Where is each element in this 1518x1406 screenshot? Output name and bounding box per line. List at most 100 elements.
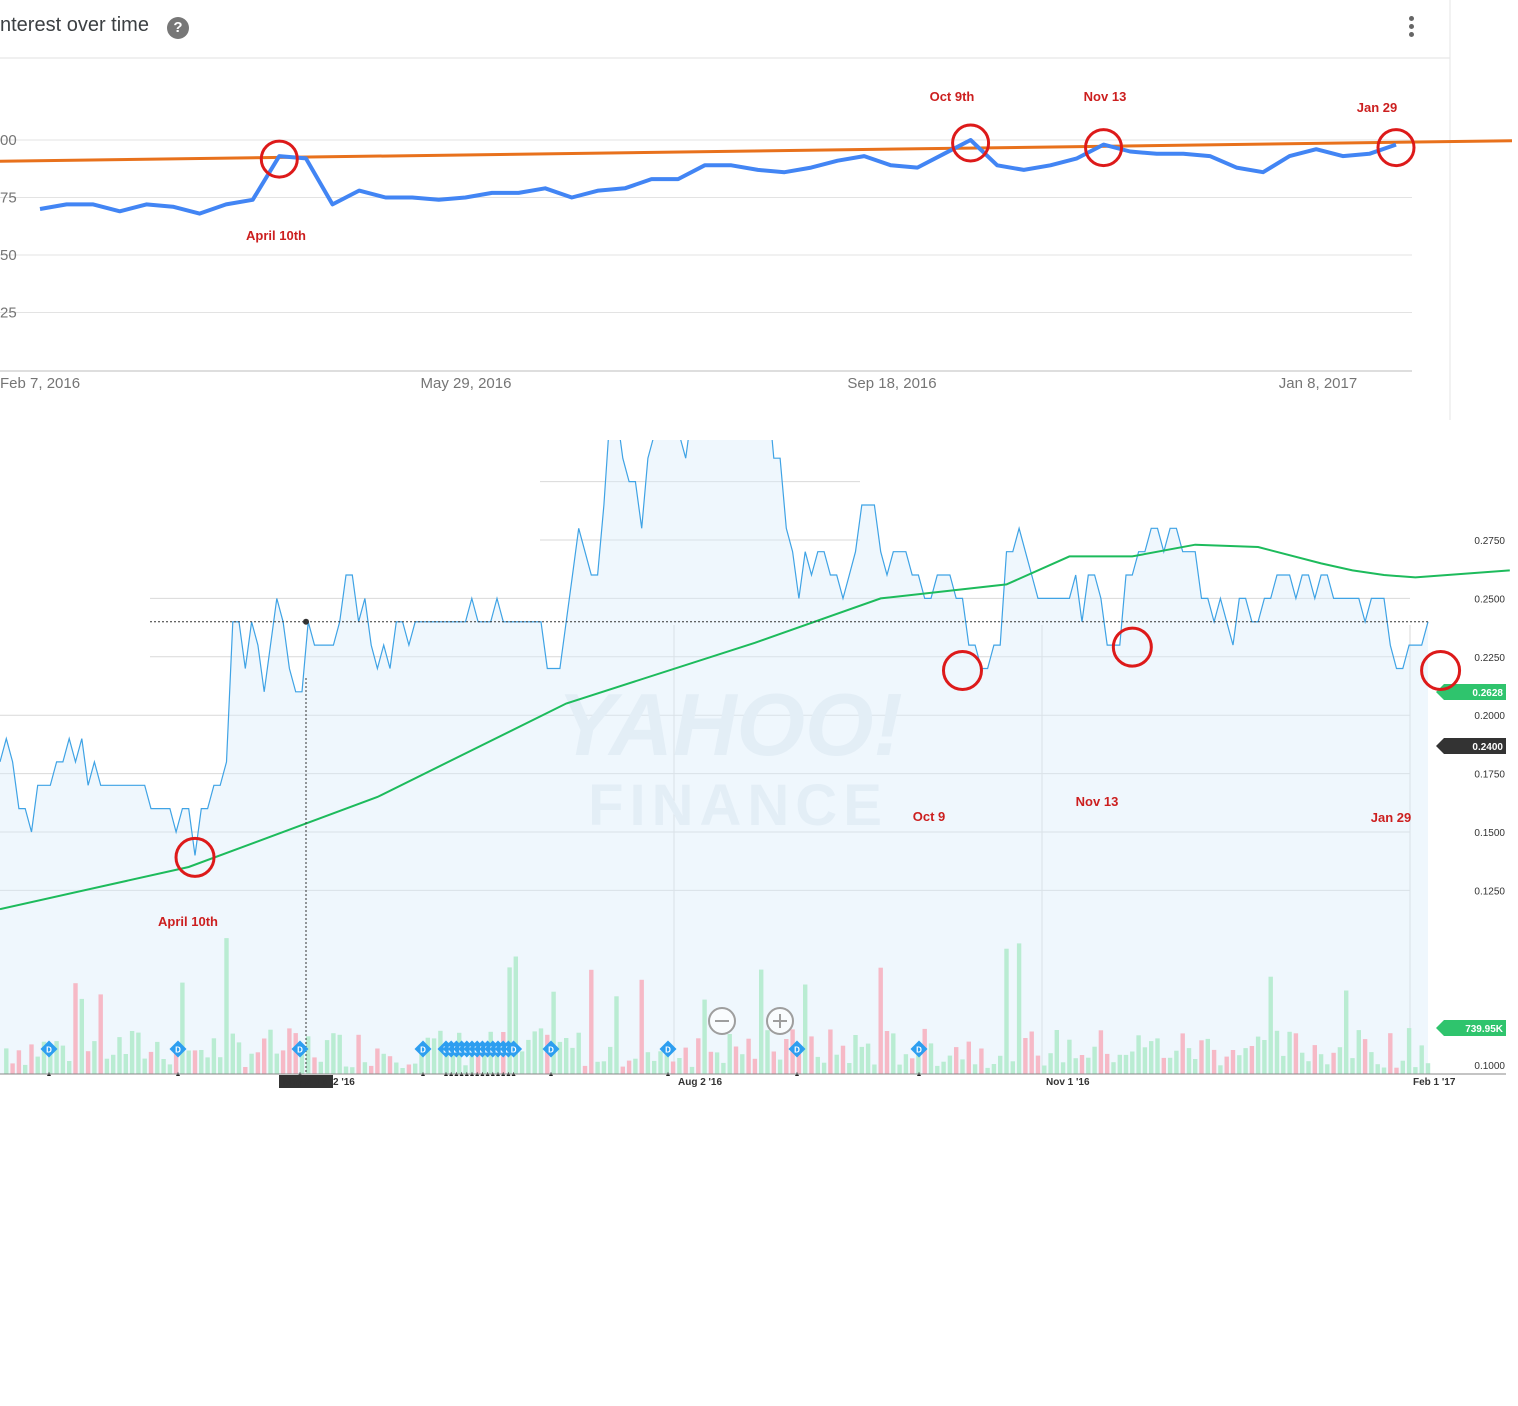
zoom-out-icon[interactable] — [708, 1007, 736, 1035]
volume-bar — [1419, 1045, 1424, 1074]
volume-bar — [689, 1066, 695, 1074]
volume-bar — [60, 1045, 66, 1074]
price-area — [0, 440, 1428, 1074]
volume-bar — [381, 1053, 386, 1074]
interest-chart: 00 75 50 25 Feb 7, 2016 May 29, 2016 Sep 18, 2… — [0, 0, 1513, 420]
volume-bar — [1079, 1055, 1085, 1074]
annotation-circle — [1111, 626, 1153, 668]
volume-bar — [1255, 1036, 1261, 1074]
volume-bar — [1243, 1048, 1248, 1074]
volume-bar — [1149, 1041, 1154, 1074]
trend-line — [0, 139, 1513, 163]
interest-over-time-card: nterest over time ? 00 75 50 25 Feb 7, 2016 M… — [0, 0, 1513, 420]
volume-bar — [1092, 1046, 1097, 1074]
volume-bar — [1350, 1058, 1355, 1074]
volume-bar — [79, 998, 84, 1074]
volume-bar — [268, 1029, 273, 1074]
y-tick-label: 0.1500 — [1474, 828, 1505, 839]
annotation-label: April 10th — [158, 914, 218, 929]
volume-bar — [513, 956, 518, 1074]
volume-bar — [211, 1038, 217, 1074]
volume-bar — [16, 1050, 22, 1074]
volume-bar — [356, 1034, 361, 1074]
y-tick-label: 0.2750 — [1474, 536, 1505, 547]
volume-bar — [337, 1034, 342, 1074]
volume-bar — [1067, 1039, 1072, 1074]
volume-bar — [1004, 948, 1009, 1074]
volume-bar — [1117, 1054, 1122, 1074]
volume-bar — [10, 1063, 15, 1074]
volume-bar — [670, 1061, 676, 1074]
volume-bar — [979, 1048, 984, 1074]
y-tick-label: 00 — [0, 132, 17, 149]
volume-bar — [847, 1063, 852, 1074]
volume-bar — [771, 1051, 776, 1074]
volume-bar — [551, 991, 556, 1074]
volume-bar — [1249, 1046, 1255, 1074]
volume-bar — [1331, 1052, 1336, 1074]
volume-bar — [92, 1041, 97, 1074]
annotation-label: Jan 29 — [1371, 810, 1411, 825]
crosshair-point — [303, 618, 309, 625]
volume-bar — [677, 1058, 682, 1074]
zoom-in-icon[interactable] — [766, 1007, 794, 1035]
volume-bar — [324, 1040, 330, 1074]
volume-bar — [161, 1059, 166, 1074]
volume-bar — [1060, 1062, 1066, 1074]
volume-bar — [1029, 1031, 1034, 1074]
volume-bar — [1174, 1050, 1179, 1074]
annotation-circle — [941, 649, 983, 691]
volume-bar — [1142, 1047, 1148, 1074]
volume-bar — [123, 1054, 128, 1074]
volume-bar — [507, 967, 512, 1074]
volume-bar — [878, 967, 883, 1074]
volume-bar — [287, 1028, 292, 1074]
card-title: nterest over time — [0, 14, 149, 36]
volume-bar — [274, 1053, 279, 1074]
volume-bar — [469, 1055, 474, 1074]
volume-bar — [1362, 1039, 1368, 1074]
volume-bar — [1413, 1067, 1418, 1074]
volume-bar — [350, 1067, 355, 1074]
volume-bar — [1105, 1053, 1110, 1074]
more-vertical-icon[interactable] — [1402, 16, 1420, 42]
x-tick-label-crosshair: May 2 '16 — [283, 1077, 328, 1088]
volume-bar — [834, 1054, 839, 1074]
volume-bar — [482, 1052, 487, 1074]
dividend-marker-label: D — [175, 1046, 181, 1055]
annotation-label: Oct 9 — [913, 809, 946, 824]
volume-bar — [658, 1051, 663, 1074]
y-tick-label: 0.2000 — [1474, 711, 1505, 722]
volume-bar — [1111, 1062, 1116, 1074]
current-price-tag: 0.2400 — [1436, 738, 1506, 754]
volume-bar — [1381, 1067, 1387, 1074]
volume-bar — [205, 1057, 210, 1074]
volume-bar — [891, 1033, 896, 1074]
volume-bar — [1054, 1030, 1059, 1074]
volume-bar — [828, 1029, 833, 1074]
volume-bar — [155, 1041, 160, 1074]
volume-bar — [1388, 1033, 1393, 1074]
volume-bar — [475, 1044, 481, 1074]
volume-bar — [1161, 1057, 1166, 1074]
volume-bar — [777, 1059, 783, 1074]
volume-bar — [1237, 1055, 1242, 1074]
volume-bar — [111, 1054, 116, 1074]
dividend-marker-shape — [788, 1040, 806, 1058]
volume-bar — [1230, 1050, 1236, 1074]
volume-bar — [293, 1033, 298, 1074]
volume-bar — [29, 1044, 34, 1074]
volume-bar — [557, 1041, 563, 1074]
volume-bar — [985, 1067, 990, 1074]
volume-bar — [1425, 1063, 1431, 1074]
volume-bar — [306, 1036, 311, 1074]
volume-bar — [419, 1051, 424, 1074]
volume-bar — [394, 1062, 399, 1074]
yahoo-finance-chart: YAHOO!FINANCE 0.2750 0.2500 0.2250 0.2000 0.1… — [0, 440, 1510, 1088]
x-tick-label: 2 '16 — [333, 1077, 355, 1088]
volume-bar — [576, 1032, 581, 1074]
volume-bar — [803, 984, 808, 1074]
volume-bar — [683, 1047, 688, 1074]
question-circle-icon[interactable]: ? — [167, 17, 189, 39]
volume-bar — [117, 1037, 122, 1074]
